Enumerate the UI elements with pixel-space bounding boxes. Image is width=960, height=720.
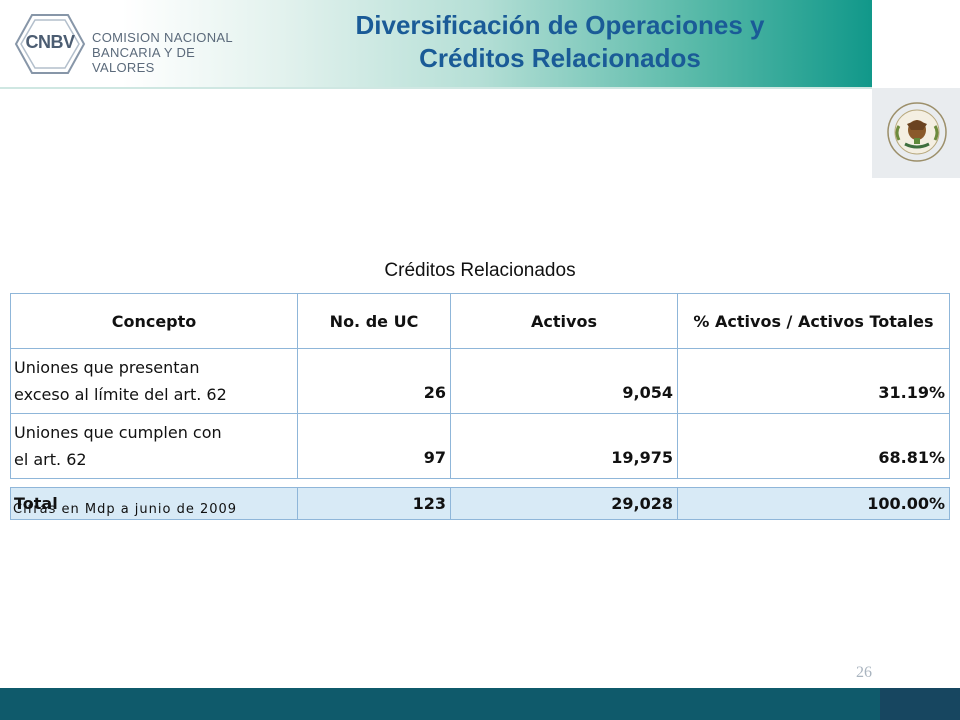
cell-concepto: Uniones que cumplen con el art. 62 — [10, 413, 298, 479]
page-number: 26 — [856, 664, 872, 681]
header-band — [0, 0, 872, 87]
logo-institution-name: COMISION NACIONAL BANCARIA Y DE VALORES — [92, 30, 254, 75]
table-footnote: Cifras en Mdp a junio de 2009 — [13, 502, 238, 517]
table-row: Uniones que cumplen con el art. 62 97 19… — [10, 413, 950, 479]
cnbv-logo: CNBV COMISION NACIONAL BANCARIA Y DE VAL… — [14, 13, 254, 75]
cell-concepto-line1: Uniones que presentan — [14, 358, 200, 377]
cell-pct: 68.81% — [677, 413, 950, 479]
total-pct: 100.00% — [677, 487, 950, 520]
seal-panel — [872, 88, 960, 178]
spacer-cell — [10, 478, 298, 488]
footer-band — [0, 688, 880, 720]
cell-concepto-line2: el art. 62 — [14, 450, 87, 469]
spacer-cell — [450, 478, 678, 488]
logo-mark-text: CNBV — [25, 32, 75, 52]
cell-no-uc: 26 — [297, 348, 451, 414]
column-header-no-uc: No. de UC — [297, 293, 451, 349]
table-total-row: Total 123 29,028 100.00% — [10, 487, 950, 520]
mexican-coat-of-arms-icon — [887, 102, 947, 162]
cell-no-uc: 97 — [297, 413, 451, 479]
logo-name-line2: BANCARIA Y DE VALORES — [92, 45, 196, 75]
cell-activos: 19,975 — [450, 413, 678, 479]
page-title: Diversificación de Operaciones y Crédito… — [280, 9, 840, 75]
logo-name-line1: COMISION NACIONAL — [92, 30, 233, 45]
page-title-line2: Créditos Relacionados — [419, 43, 701, 73]
footer-corner — [880, 688, 960, 720]
cell-concepto-line1: Uniones que cumplen con — [14, 423, 222, 442]
cnbv-logo-mark-icon — [14, 14, 86, 74]
table-title: Créditos Relacionados — [384, 260, 576, 281]
spacer-cell — [297, 478, 451, 488]
cell-activos: 9,054 — [450, 348, 678, 414]
total-label: Total — [10, 487, 298, 520]
related-credits-table: Concepto No. de UC Activos % Activos / A… — [10, 293, 950, 520]
table-header-row: Concepto No. de UC Activos % Activos / A… — [10, 293, 950, 349]
column-header-pct-activos: % Activos / Activos Totales — [677, 293, 950, 349]
header-divider — [0, 87, 872, 89]
cell-pct: 31.19% — [677, 348, 950, 414]
cell-concepto: Uniones que presentan exceso al límite d… — [10, 348, 298, 414]
cell-concepto-line2: exceso al límite del art. 62 — [14, 385, 227, 404]
total-activos: 29,028 — [450, 487, 678, 520]
table-row: Uniones que presentan exceso al límite d… — [10, 348, 950, 414]
page-title-line1: Diversificación de Operaciones y — [355, 10, 765, 40]
column-header-activos: Activos — [450, 293, 678, 349]
total-no-uc: 123 — [297, 487, 451, 520]
spacer-cell — [677, 478, 950, 488]
table-spacer-row — [10, 478, 950, 488]
column-header-concepto: Concepto — [10, 293, 298, 349]
